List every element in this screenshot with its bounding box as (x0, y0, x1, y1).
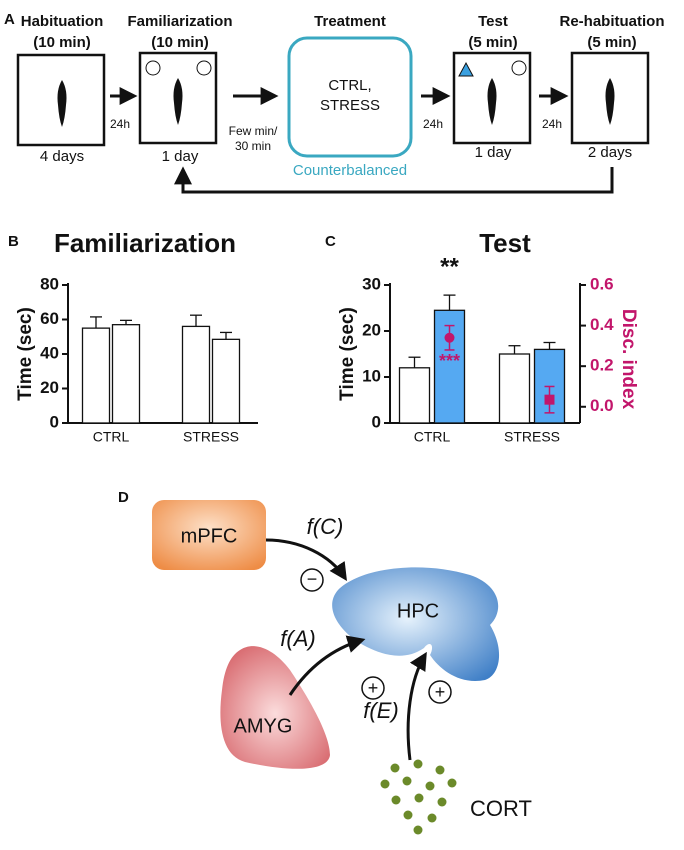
step-duration: (10 min) (151, 34, 209, 51)
edge-sign: + (368, 678, 379, 698)
step-caption: 1 day (475, 144, 512, 161)
chart-title: Test (479, 228, 531, 258)
node-label: HPC (397, 600, 439, 622)
y-tick-label: 0 (50, 412, 59, 431)
cort-dots (380, 759, 457, 835)
step-caption: Counterbalanced (293, 162, 407, 179)
y2-tick-label: 0.2 (590, 356, 614, 375)
step-caption: 1 day (162, 148, 199, 165)
mouse (487, 78, 497, 125)
return-arrow (174, 166, 614, 194)
y-axis-label: Time (sec) (337, 307, 358, 401)
edge-label: f(C) (307, 514, 344, 539)
mouse (605, 78, 615, 125)
bar (498, 353, 531, 424)
y-tick-label: 20 (40, 378, 59, 397)
mpfc-node (152, 500, 266, 570)
panel-label: A (4, 11, 15, 28)
edge-sign: − (307, 569, 318, 589)
y-axis-label: Time (sec) (15, 307, 36, 401)
edges (265, 538, 427, 761)
step-title: Re-habituation (560, 13, 665, 30)
treatment-text: CTRL, (328, 77, 371, 94)
y2-tick-label: 0.0 (590, 396, 614, 415)
chart-title: Familiarization (54, 228, 236, 258)
sign-circle (428, 680, 452, 704)
annotation: *** (439, 351, 460, 371)
y-tick-label: 30 (362, 274, 381, 293)
arena (16, 53, 106, 147)
y-tick-label: 60 (40, 309, 59, 328)
sign-circle (361, 676, 385, 700)
edge (288, 635, 366, 696)
node-label: mPFC (181, 525, 238, 547)
point (544, 394, 555, 405)
bar (211, 338, 241, 424)
y2-tick-label: 0.6 (590, 274, 614, 293)
annotation: ** (440, 253, 459, 280)
arrows (110, 87, 614, 194)
y-tick-label: 0 (372, 412, 381, 431)
object (145, 60, 161, 76)
y2-axis-label: Disc. index (618, 309, 639, 410)
edge-label: f(A) (280, 626, 315, 651)
step-caption: 2 days (588, 144, 632, 161)
object (458, 61, 474, 77)
mouse (57, 80, 67, 127)
x-tick-label: CTRL (414, 429, 451, 445)
interval: 24h (110, 117, 130, 131)
point (444, 332, 455, 343)
y-tick-label: 10 (362, 366, 381, 385)
x-tick-label: STRESS (183, 429, 239, 445)
object (511, 60, 527, 76)
charts: B Familiarization Time (sec) 0 20 40 60 80 CTRL S… (8, 228, 639, 445)
amyg-node (220, 646, 330, 769)
edge-label: f(E) (363, 698, 398, 723)
edge-sign: + (435, 682, 446, 702)
y2-tick-label: 0.4 (590, 315, 614, 334)
bar (398, 367, 431, 424)
arena (452, 51, 532, 145)
panel-label: D (118, 489, 129, 506)
arena (138, 51, 218, 145)
bar (81, 327, 111, 424)
step-title: Test (478, 13, 508, 30)
step-duration: (5 min) (587, 34, 636, 51)
mice (57, 78, 615, 127)
step-title: Familiarization (127, 13, 232, 30)
bar (181, 325, 211, 424)
panel-d: D mPFC HPC AMYG CORT f(C) f(A) f(E) − + … (118, 489, 532, 835)
y-tick-label: 40 (40, 343, 59, 362)
panel-label: B (8, 233, 19, 250)
object (196, 60, 212, 76)
step-caption: 4 days (40, 148, 84, 165)
node-label: AMYG (234, 715, 293, 737)
node-label: CORT (470, 796, 532, 821)
interval: 30 min (235, 139, 271, 153)
interval: 24h (423, 117, 443, 131)
step-title: Habituation (21, 13, 104, 30)
interval: 24h (542, 117, 562, 131)
treatment-box (287, 36, 413, 158)
mouse (173, 78, 183, 125)
hpc-node (332, 567, 500, 681)
panel-a: A Habituation (10 min) 4 days Familiariz… (4, 11, 665, 194)
bar (111, 324, 141, 424)
step-duration: (10 min) (33, 34, 91, 51)
sign-circle (300, 568, 324, 592)
edge (265, 538, 347, 582)
y-tick-label: 80 (40, 274, 59, 293)
y-tick-label: 20 (362, 320, 381, 339)
treatment-text: STRESS (320, 97, 380, 114)
arena (570, 51, 650, 145)
step-title: Treatment (314, 13, 386, 30)
x-tick-label: CTRL (93, 429, 130, 445)
interval: Few min/ (229, 124, 278, 138)
edge (406, 651, 427, 761)
step-duration: (5 min) (468, 34, 517, 51)
x-tick-label: STRESS (504, 429, 560, 445)
panel-label: C (325, 233, 336, 250)
